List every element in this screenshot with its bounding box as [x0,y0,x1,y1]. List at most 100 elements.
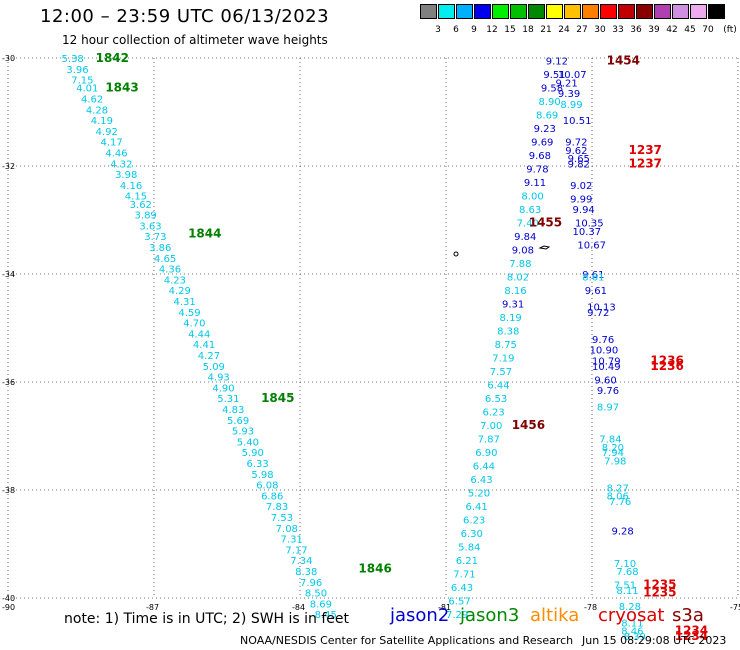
swh-value: 9.39 [558,89,580,100]
longitude-tick-label: -75 [730,603,740,612]
pass-time-label: 1236 [650,353,683,367]
legend-swatch [456,4,473,19]
swh-value: 4.41 [193,340,215,351]
legend-label: 12 [486,25,498,35]
swh-value: 4.44 [188,329,210,340]
swh-value: 10.37 [573,227,602,238]
legend-label: 15 [504,25,516,35]
swh-value: 3.63 [139,221,161,232]
swh-value: 8.28 [619,602,641,613]
legend-label: 3 [435,25,441,35]
legend-swatch [510,4,527,19]
footer-timestamp: Jun 15 08:29:08 UTC 2023 [582,634,727,647]
swh-value: 3.96 [66,65,88,76]
pass-time-label: 1237 [629,156,662,170]
legend-label: 27 [576,25,588,35]
swh-value: 4.28 [86,105,108,116]
legend-label: 45 [684,25,696,35]
pass-time-label: 1234 [675,623,708,637]
latitude-tick-label: -32 [2,162,15,171]
swh-value: 8.39 [624,632,646,643]
legend-swatch [420,4,437,19]
swh-value: 9.60 [594,375,616,386]
swh-value: 6.33 [246,459,268,470]
swh-value: 7.96 [300,578,322,589]
legend-label: 21 [540,25,552,35]
swh-value: 10.79 [592,356,621,367]
swh-value: 8.11 [616,586,638,597]
swh-value: 8.63 [519,205,541,216]
swh-value: 6.08 [256,481,278,492]
legend-swatch [492,4,509,19]
swh-value: 8.38 [295,567,317,578]
swh-value: 9.31 [502,300,524,311]
swh-value: 9.65 [568,154,590,165]
swh-value: 7.15 [71,76,93,87]
swh-value: 7.87 [478,435,500,446]
swh-value: 7.83 [266,502,288,513]
legend-swatch [636,4,653,19]
latitude-tick-label: -30 [2,54,15,63]
swh-value: 9.02 [570,181,592,192]
swh-value: 6.30 [461,529,483,540]
swh-value: 8.45 [315,610,337,621]
swh-value: 7.08 [276,524,298,535]
swh-value: 5.98 [251,470,273,481]
longitude-tick-label: -87 [146,603,159,612]
pass-time-label: 1843 [105,81,138,95]
swh-value: 7.40 [517,219,539,230]
swh-value: 9.28 [611,527,633,538]
swh-value: 7.00 [480,421,502,432]
longitude-tick-label: -90 [2,603,15,612]
swh-value: 8.69 [536,111,558,122]
legend-swatch [708,4,725,19]
swh-value: 4.90 [212,383,234,394]
swh-value: 6.41 [465,502,487,513]
time-labels: 1842 1843 1844 1845 1846 1454 1455 1456 12371237… [96,51,709,643]
swh-value: 9.61 [585,286,607,297]
pass-time-label: 1235 [643,578,676,592]
legend-label: 42 [666,25,678,35]
swh-value: 5.20 [468,489,490,500]
latitude-tick-label: -40 [2,594,15,603]
legend-label: 39 [648,25,660,35]
swh-value: 8.38 [497,327,519,338]
swh-value: 4.83 [222,405,244,416]
swh-value: 7.68 [616,567,638,578]
swh-value: 5.69 [227,416,249,427]
pass-time-label: 1236 [650,359,683,373]
swh-value: 10.90 [590,346,619,357]
swh-value: 7.71 [453,570,475,581]
swh-value: 5.40 [237,437,259,448]
legend-swatch [582,4,599,19]
swh-value: 9.69 [531,138,553,149]
latitude-tick-label: -34 [2,270,15,279]
swh-value: 8.19 [500,313,522,324]
swh-value: 7.98 [604,456,626,467]
pass-time-label: 1235 [643,586,676,600]
swh-value: 7.53 [271,513,293,524]
swh-value: 10.35 [575,219,604,230]
pass-time-label: 1456 [512,418,545,432]
swh-value: 8.46 [621,626,643,637]
legend-swatch [654,4,671,19]
swh-value: 6.21 [456,556,478,567]
swh-value: 9.58 [541,84,563,95]
swh-value: 9.12 [546,57,568,68]
coastline [453,245,551,257]
swh-value: 9.62 [565,146,587,157]
swh-value: 7.31 [281,535,303,546]
longitude-tick-label: -78 [584,603,597,612]
swh-value: 9.82 [568,159,590,170]
pass-time-label: 1454 [607,54,640,68]
mission-jason2: jason2 [390,605,450,626]
legend-swatch [618,4,635,19]
swh-value: 9.21 [556,78,578,89]
swh-value: 7.10 [614,559,636,570]
swh-value: 3.89 [135,211,157,222]
longitude-tick-label: -81 [438,603,451,612]
mission-jason3: jason3 [460,605,520,626]
swh-value: 7.57 [490,367,512,378]
swh-value: 4.29 [169,286,191,297]
mission-altika: altika [530,605,580,626]
